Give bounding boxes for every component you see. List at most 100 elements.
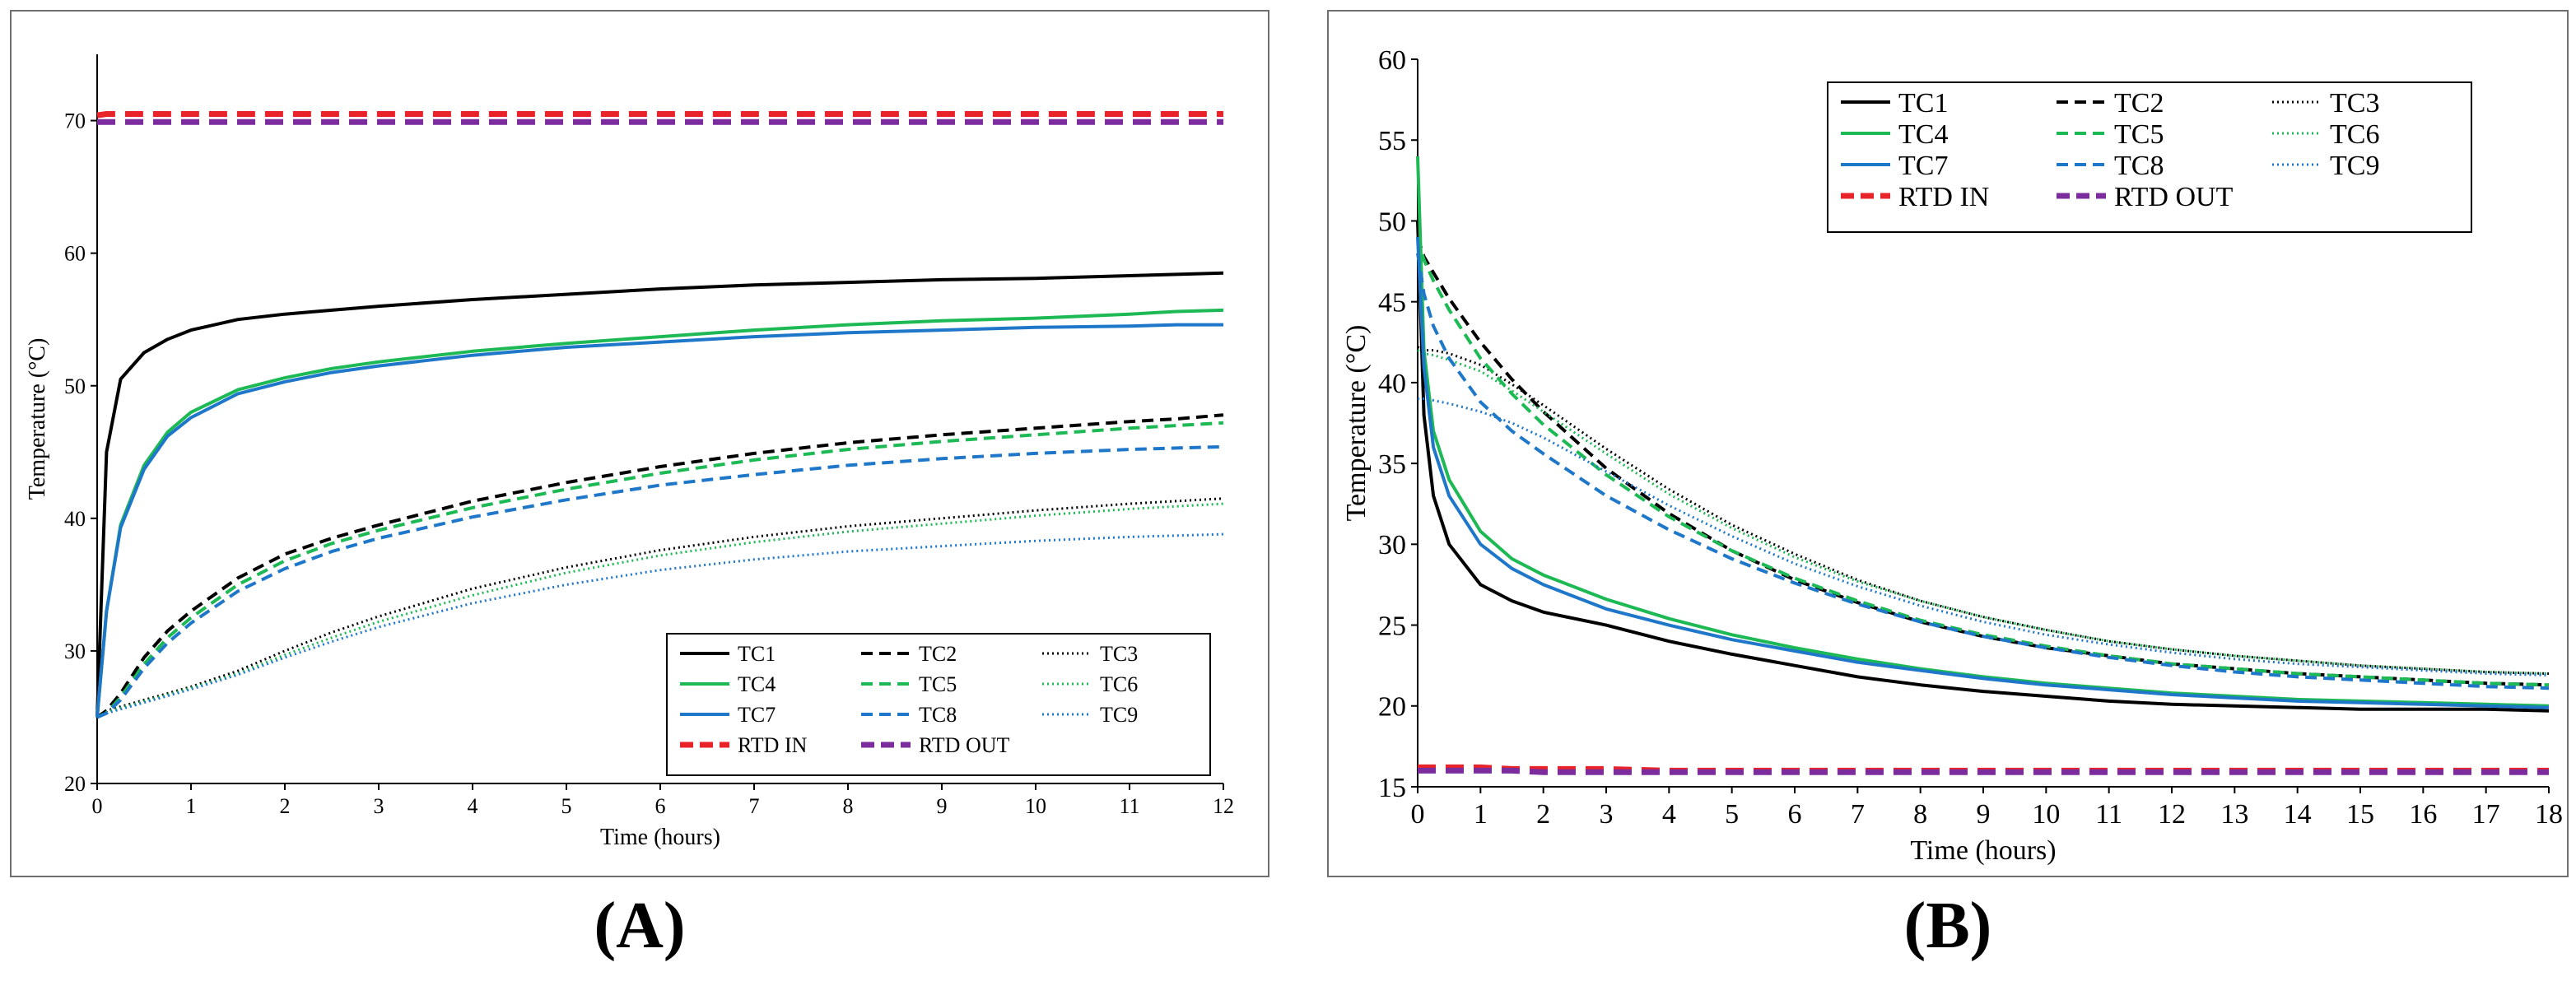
legend-label-tc4: TC4 bbox=[1898, 119, 1948, 150]
legend-label-rtd-in: RTD IN bbox=[738, 733, 808, 757]
y-tick-label: 25 bbox=[1378, 611, 1406, 641]
series-line-tc6 bbox=[1417, 349, 2550, 675]
series-line-tc2 bbox=[95, 413, 1224, 719]
x-tick-label: 10 bbox=[1025, 794, 1046, 818]
legend-label-tc8: TC8 bbox=[919, 703, 957, 727]
y-tick-label: 20 bbox=[64, 772, 86, 796]
series-line-tc1 bbox=[1416, 221, 2550, 713]
x-axis-label: Time (hours) bbox=[600, 825, 720, 850]
y-tick-label: 30 bbox=[64, 639, 86, 663]
legend-label-tc9: TC9 bbox=[1100, 703, 1138, 727]
legend-label-tc7: TC7 bbox=[1898, 151, 1948, 181]
series-line-tc3 bbox=[1417, 346, 2550, 675]
x-tick-label: 10 bbox=[2032, 799, 2060, 830]
chart-panel-a: 0 1 2 3 4 5 6 7 8 9 10 11 12 20 30 40 50 60 70 Time (hours)… bbox=[10, 10, 1269, 877]
x-tick-label: 5 bbox=[561, 794, 572, 818]
legend-label-tc9: TC9 bbox=[2330, 151, 2379, 181]
series-line-tc9 bbox=[96, 532, 1224, 718]
x-tick-label: 8 bbox=[1913, 799, 1927, 830]
x-tick-label: 4 bbox=[468, 794, 478, 818]
x-tick-label: 5 bbox=[1725, 799, 1739, 830]
y-tick-label: 60 bbox=[1378, 45, 1406, 76]
x-tick-label: 17 bbox=[2472, 799, 2500, 830]
x-tick-label: 13 bbox=[2220, 799, 2248, 830]
x-tick-label: 11 bbox=[1119, 794, 1139, 818]
series-line-tc9 bbox=[1418, 398, 2550, 676]
x-tick-label: 2 bbox=[1536, 799, 1550, 830]
y-axis-label: Temperature (°C) bbox=[25, 338, 50, 500]
x-axis-label: Time (hours) bbox=[1910, 835, 2056, 866]
x-tick-label: 6 bbox=[655, 794, 666, 818]
x-tick-label: 2 bbox=[280, 794, 291, 818]
y-tick-label: 40 bbox=[1378, 369, 1406, 399]
y-tick-label: 45 bbox=[1378, 288, 1406, 318]
x-tick-label: 16 bbox=[2409, 799, 2437, 830]
x-tick-label: 3 bbox=[1600, 799, 1614, 830]
legend-label-rtd-in: RTD IN bbox=[1898, 182, 1989, 212]
legend-box bbox=[1827, 81, 2472, 233]
y-tick-label: 50 bbox=[1378, 207, 1406, 237]
legend: TC1 TC2 TC3 TC4 TC5 TC6 TC7 TC8 TC9 RTD IN RTD OUT bbox=[666, 633, 1211, 776]
y-tick-label: 20 bbox=[1378, 692, 1406, 723]
x-tick-label: 3 bbox=[374, 794, 384, 818]
y-tick-label: 40 bbox=[64, 507, 86, 531]
y-tick-label: 50 bbox=[64, 374, 86, 398]
series-line-tc1 bbox=[95, 271, 1224, 718]
legend-label-tc3: TC3 bbox=[2330, 88, 2379, 119]
series-line-tc4 bbox=[1416, 156, 2550, 708]
series-line-rtd-in bbox=[96, 111, 1223, 119]
series-line-tc5 bbox=[96, 421, 1224, 719]
series-line-tc6 bbox=[96, 502, 1224, 718]
legend-label-tc8: TC8 bbox=[2114, 151, 2164, 181]
x-tick-label: 11 bbox=[2095, 799, 2122, 830]
x-tick-label: 18 bbox=[2535, 799, 2563, 830]
x-tick-label: 7 bbox=[749, 794, 760, 818]
x-tick-label: 7 bbox=[1851, 799, 1865, 830]
series-line-tc8 bbox=[96, 444, 1224, 719]
legend-label-tc2: TC2 bbox=[2114, 88, 2164, 119]
y-tick-label: 35 bbox=[1378, 449, 1406, 480]
x-tick-label: 9 bbox=[1977, 799, 1991, 830]
y-tick-label: 30 bbox=[1378, 530, 1406, 560]
x-tick-label: 9 bbox=[937, 794, 948, 818]
x-tick-label: 14 bbox=[2284, 799, 2312, 830]
y-tick-label: 15 bbox=[1378, 773, 1406, 803]
y-axis-label: Temperature (°C) bbox=[1341, 325, 1372, 522]
legend-label-tc1: TC1 bbox=[1898, 88, 1948, 119]
legend-label-rtd-out: RTD OUT bbox=[919, 733, 1009, 757]
chart-panel-b: 0 1 2 3 4 5 6 7 8 9 10 11 12 13 14 15 16 17 18 15 20 25 30 35 40… bbox=[1327, 10, 2569, 877]
x-tick-label: 12 bbox=[1213, 794, 1234, 818]
legend-label-tc2: TC2 bbox=[919, 642, 957, 666]
y-tick-label: 60 bbox=[64, 242, 86, 266]
x-tick-label: 1 bbox=[186, 794, 197, 818]
y-tick-label: 70 bbox=[64, 109, 86, 133]
x-tick-label: 12 bbox=[2158, 799, 2186, 830]
series-line-tc7 bbox=[95, 323, 1223, 718]
legend-label-tc5: TC5 bbox=[919, 672, 957, 696]
x-tick-label: 1 bbox=[1474, 799, 1488, 830]
legend-label-tc6: TC6 bbox=[2330, 119, 2379, 150]
x-tick-label: 15 bbox=[2346, 799, 2374, 830]
x-tick-label: 0 bbox=[1411, 799, 1425, 830]
series-line-tc5 bbox=[1416, 236, 2550, 687]
legend-label-rtd-out: RTD OUT bbox=[2114, 182, 2234, 212]
chart-b-svg: 0 1 2 3 4 5 6 7 8 9 10 11 12 13 14 15 16 17 18152025303540… bbox=[1341, 45, 2563, 866]
series-line-tc8 bbox=[1416, 253, 2550, 690]
series-line-tc4 bbox=[95, 308, 1224, 718]
series-line-rtd-out bbox=[1418, 767, 2549, 775]
panel-label-a: (A) bbox=[594, 890, 686, 962]
panel-label-b: (B) bbox=[1903, 890, 1992, 962]
legend-label-tc7: TC7 bbox=[738, 703, 776, 727]
x-tick-label: 4 bbox=[1662, 799, 1676, 830]
legend-label-tc6: TC6 bbox=[1100, 672, 1138, 696]
legend-label-tc3: TC3 bbox=[1100, 642, 1138, 666]
x-tick-label: 6 bbox=[1788, 799, 1802, 830]
legend-label-tc5: TC5 bbox=[2114, 119, 2164, 150]
series-line-tc3 bbox=[96, 497, 1224, 718]
legend-label-tc1: TC1 bbox=[738, 642, 776, 666]
x-tick-label: 0 bbox=[92, 794, 103, 818]
x-tick-label: 8 bbox=[843, 794, 854, 818]
y-tick-label: 55 bbox=[1378, 126, 1406, 156]
legend-box bbox=[666, 633, 1211, 776]
